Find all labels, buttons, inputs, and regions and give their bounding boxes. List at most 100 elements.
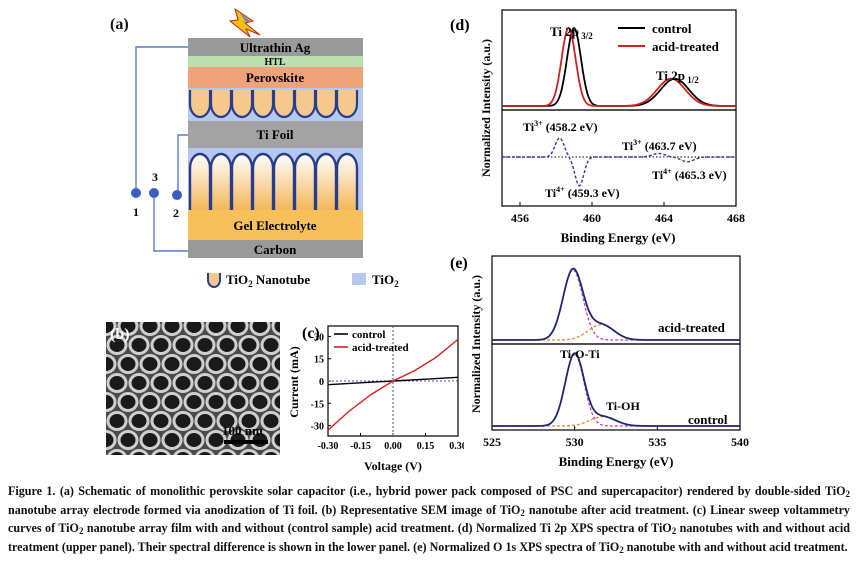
sem-pore-90	[129, 449, 149, 455]
sem-pore-60	[183, 392, 205, 412]
d-diff-curve	[502, 137, 736, 187]
carbon-label: Carbon	[254, 242, 297, 257]
sem-pore-72	[216, 411, 238, 431]
e-xtick-label-3: 540	[731, 435, 749, 449]
sem-pore-28	[216, 335, 238, 355]
sem-pore-12	[106, 322, 117, 336]
panel-e-label: (e)	[450, 255, 468, 272]
terminal-2-label: 2	[173, 206, 179, 220]
ann-ti4-465: Ti4+ (465.3 eV)	[652, 167, 727, 182]
scalebar	[224, 440, 268, 444]
sem-image: (b) 100 nm	[106, 322, 280, 455]
sem-pore-13	[117, 322, 139, 336]
ann-ti2p12: Ti 2p 1/2	[656, 68, 699, 85]
e-xtick-label-2: 535	[648, 435, 666, 449]
sem-pore-23	[106, 335, 128, 355]
sem-pore-56	[106, 392, 117, 412]
sem-pore-78	[106, 430, 117, 450]
c-series-1	[327, 338, 459, 431]
circuit-wires	[135, 46, 188, 252]
c-ylabel: Current (mA)	[287, 346, 301, 417]
legend-d-acid: acid-treated	[652, 39, 720, 54]
lower-nanotube-array	[188, 152, 359, 210]
sem-pore-38	[183, 354, 205, 374]
sem-pore-18	[227, 322, 249, 336]
c-ytick-label-3: -15	[311, 399, 324, 410]
sem-pore-74	[260, 411, 280, 431]
terminal-dots	[131, 188, 182, 200]
sem-pore-92	[173, 449, 193, 455]
terminal-3-label: 3	[152, 170, 158, 184]
sem-pore-63	[249, 392, 271, 412]
d-xtick-label-0: 456	[511, 211, 529, 225]
sem-pore-64	[271, 392, 280, 412]
sem-pore-34	[106, 354, 117, 374]
ann-ti2p32: Ti 2p 3/2	[550, 24, 593, 41]
figure-caption: Figure 1. (a) Schematic of monolithic pe…	[8, 484, 850, 558]
c-ytick-label-2: 0	[319, 377, 324, 388]
d-xtick-label-2: 464	[655, 211, 673, 225]
sem-pore-29	[238, 335, 260, 355]
sem-pore-16	[183, 322, 205, 336]
sem-pore-96	[261, 449, 280, 455]
gel-label: Gel Electrolyte	[233, 218, 316, 233]
sem-nanotube-pattern	[106, 322, 280, 455]
sem-pore-71	[194, 411, 216, 431]
ann-ti3-458: Ti3+ (458.2 eV)	[523, 119, 598, 134]
e-ylabel: Normalized Intensity (a.u.)	[469, 275, 483, 413]
htl-label: HTL	[264, 57, 285, 68]
gel-electrolyte-layer	[188, 210, 363, 240]
d-ylabel: Normalized Intensity (a.u.)	[479, 39, 493, 177]
sem-pore-49	[194, 373, 216, 393]
c-xtick-label-3: 0.15	[417, 441, 435, 452]
perovskite-layer	[188, 67, 363, 88]
panel-b-label: (b)	[110, 326, 130, 343]
ti-foil-label: Ti Foil	[257, 127, 294, 142]
sem-pore-42	[271, 354, 280, 374]
c-xtick-label-1: -0.15	[350, 441, 371, 452]
sem-pore-17	[205, 322, 227, 336]
sem-pore-82	[183, 430, 205, 450]
d-series-1	[502, 26, 736, 107]
d-xlabel: Binding Energy (eV)	[561, 230, 676, 245]
sem-pore-35	[117, 354, 139, 374]
sem-pore-86	[271, 430, 280, 450]
sem-pore-93	[195, 449, 215, 455]
sunlight-icon	[228, 7, 261, 38]
perovskite-label: Perovskite	[246, 70, 304, 85]
sem-pore-30	[260, 335, 280, 355]
sem-pore-69	[150, 411, 172, 431]
e-xtick-label-0: 525	[483, 435, 501, 449]
sem-pore-81	[161, 430, 183, 450]
ti-foil-layer	[188, 121, 363, 148]
c-xtick-label-4: 0.30	[449, 441, 464, 452]
sem-pore-61	[205, 392, 227, 412]
sem-pore-46	[128, 373, 150, 393]
sem-pore-36	[139, 354, 161, 374]
c-legend-label-0: control	[352, 329, 385, 341]
c-ytick-label-4: -30	[311, 422, 324, 433]
carbon-layer	[188, 240, 363, 258]
sem-pore-48	[172, 373, 194, 393]
legend-tio2-swatch	[352, 273, 366, 285]
sem-pore-70	[172, 411, 194, 431]
sem-pore-27	[194, 335, 216, 355]
c-legend-label-1: acid-treated	[352, 342, 409, 354]
sem-pore-20	[271, 322, 280, 336]
sem-pore-19	[249, 322, 271, 336]
sem-pore-73	[238, 411, 260, 431]
sem-pore-15	[161, 322, 183, 336]
ag-label: Ultrathin Ag	[240, 40, 311, 55]
chart-lsv: (c) -0.30 -0.15 0.00 0.15 0.30 30 15 0 -15 -30 co…	[287, 325, 464, 473]
legend-d-control: control	[652, 21, 692, 36]
sem-pore-67	[106, 411, 128, 431]
ann-e-tioti: Ti-O-Ti	[560, 347, 600, 361]
c-ytick-label-0: 30	[314, 332, 324, 343]
ag-layer	[188, 38, 363, 56]
e-xtick-label-1: 530	[566, 435, 584, 449]
sem-pore-91	[151, 449, 171, 455]
sem-pore-57	[117, 392, 139, 412]
sem-pore-40	[227, 354, 249, 374]
ann-ti3-463: Ti3+ (463.7 eV)	[622, 138, 697, 153]
ann-ti4-459: Ti4+ (459.3 eV)	[545, 185, 620, 200]
